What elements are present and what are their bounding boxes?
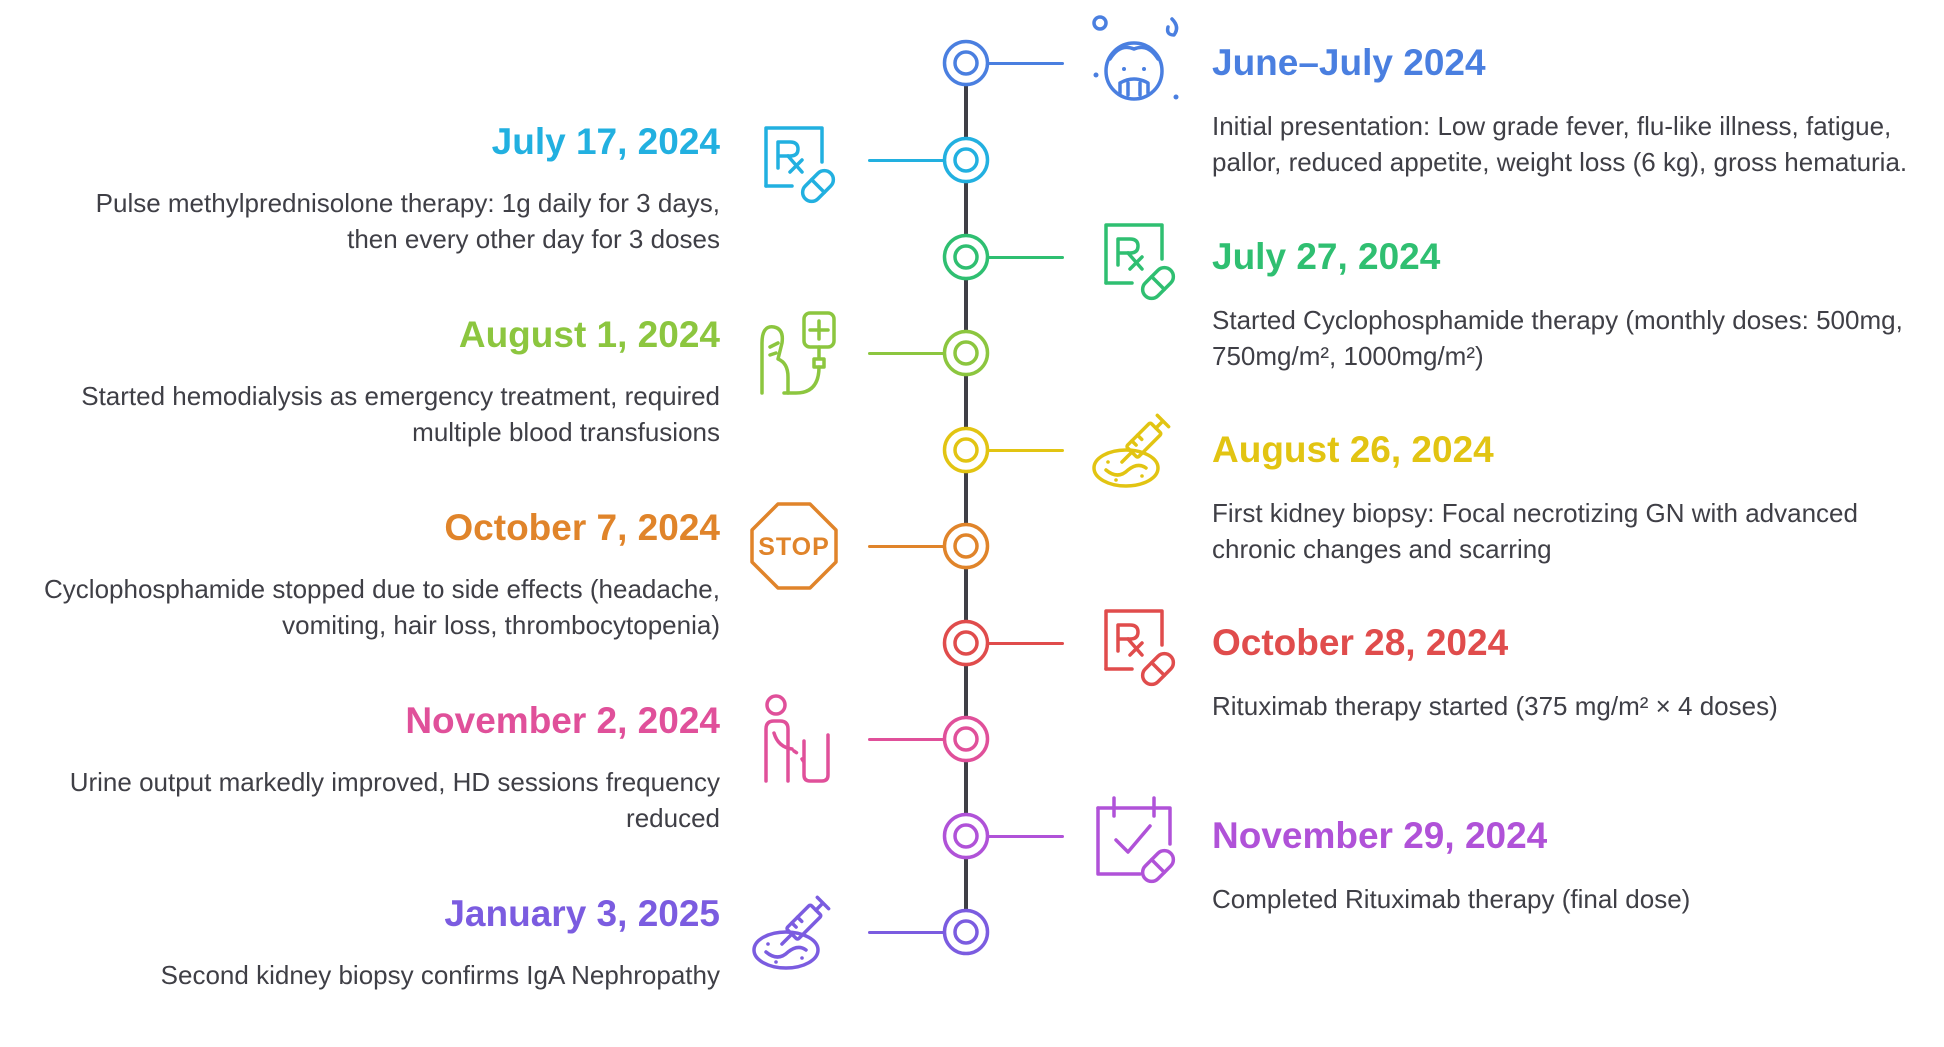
elderly-person-icon [1084, 13, 1184, 113]
timeline-node [942, 39, 990, 87]
prescription-pill-icon [1084, 207, 1184, 307]
timeline-node [942, 136, 990, 184]
event-description: First kidney biopsy: Focal necrotizing G… [1212, 498, 1858, 564]
event-description: Cyclophosphamide stopped due to side eff… [44, 574, 720, 640]
connector-line [968, 62, 1064, 65]
connector-line [868, 545, 964, 548]
event-description: Initial presentation: Low grade fever, f… [1212, 111, 1908, 177]
biopsy-syringe-icon [744, 882, 844, 982]
timeline-node [942, 522, 990, 570]
connector-line [968, 256, 1064, 259]
svg-text:STOP: STOP [758, 533, 830, 561]
dialysis-iv-bag-icon [744, 303, 844, 403]
timeline-node [942, 812, 990, 860]
event-description: Pulse methylprednisolone therapy: 1g dai… [95, 188, 720, 254]
event-date: October 28, 2024 [1212, 622, 1509, 663]
event-date: November 2, 2024 [405, 700, 720, 741]
prescription-pill-icon [1084, 593, 1184, 693]
connector-line [968, 449, 1064, 452]
connector-line [868, 931, 964, 934]
connector-line [968, 835, 1064, 838]
event-date: July 27, 2024 [1212, 236, 1441, 277]
urination-icon [744, 689, 844, 789]
event-description: Started Cyclophosphamide therapy (monthl… [1212, 305, 1903, 371]
event-date: August 26, 2024 [1212, 429, 1494, 470]
stop-sign-icon: STOP [744, 496, 844, 596]
event-description: Rituximab therapy started (375 mg/m² × 4… [1212, 691, 1778, 721]
timeline-node [942, 426, 990, 474]
timeline-node [942, 619, 990, 667]
event-date: August 1, 2024 [458, 314, 720, 355]
timeline-node [942, 715, 990, 763]
timeline-node [942, 233, 990, 281]
connector-line [968, 642, 1064, 645]
prescription-pill-icon [744, 110, 844, 210]
event-description: Started hemodialysis as emergency treatm… [81, 381, 720, 447]
event-description: Second kidney biopsy confirms IgA Nephro… [160, 960, 720, 990]
biopsy-syringe-icon [1084, 400, 1184, 500]
event-date: October 7, 2024 [444, 507, 720, 548]
event-date: June–July 2024 [1212, 42, 1486, 83]
event-description: Urine output markedly improved, HD sessi… [69, 767, 720, 833]
connector-line [868, 738, 964, 741]
event-date: November 29, 2024 [1212, 815, 1548, 856]
timeline-axis [964, 62, 968, 934]
event-description: Completed Rituximab therapy (final dose) [1212, 884, 1691, 914]
event-date: January 3, 2025 [444, 893, 720, 934]
connector-line [868, 352, 964, 355]
connector-line [868, 159, 964, 162]
timeline-node [942, 908, 990, 956]
calendar-pill-icon [1084, 786, 1184, 886]
event-date: July 17, 2024 [491, 121, 720, 162]
timeline-node [942, 329, 990, 377]
